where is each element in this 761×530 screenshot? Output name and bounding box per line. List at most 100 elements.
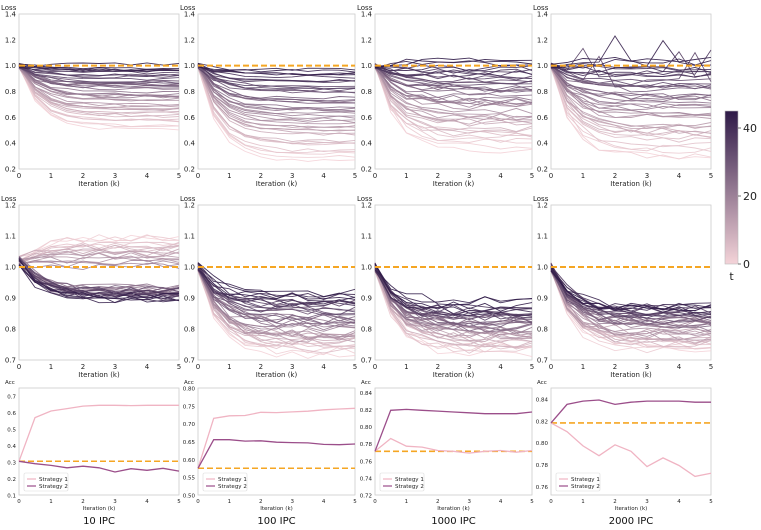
y-tick-label: 1.0 bbox=[184, 62, 195, 70]
loss-line-t40 bbox=[550, 267, 712, 314]
loss-line-t42 bbox=[550, 35, 712, 69]
plot-frame bbox=[197, 204, 356, 361]
y-tick-label: 1.2 bbox=[5, 202, 16, 210]
y-tick-label: 0.76 bbox=[360, 459, 373, 465]
y-tick-label: 1.0 bbox=[184, 264, 195, 272]
x-tick-label: 3 bbox=[113, 499, 117, 505]
column-caption: 10 IPC bbox=[83, 516, 115, 527]
y-tick-label: 0.84 bbox=[360, 391, 373, 397]
loss-line-t9 bbox=[197, 64, 356, 136]
loss-line-t6 bbox=[374, 271, 533, 350]
legend-label: Strategy 1 bbox=[39, 477, 68, 483]
loss-line-t14 bbox=[197, 63, 356, 129]
loss-line-t24 bbox=[374, 263, 533, 332]
x-tick-label: 3 bbox=[645, 363, 649, 371]
x-tick-label: 1 bbox=[405, 499, 409, 505]
loss-line-t36 bbox=[374, 67, 533, 79]
loss-line-t27 bbox=[197, 63, 355, 104]
y-axis-label: Acc bbox=[184, 380, 194, 386]
y-tick-label: 0.9 bbox=[361, 295, 372, 303]
loss-line-t12 bbox=[197, 67, 356, 132]
loss-line-t15 bbox=[374, 269, 533, 339]
loss-line-t29 bbox=[197, 63, 356, 100]
loss-line-t0 bbox=[550, 269, 712, 353]
loss-line-t28 bbox=[197, 65, 356, 102]
loss-line-t29 bbox=[374, 65, 533, 92]
y-tick-label: 0.5 bbox=[7, 428, 16, 434]
x-tick-label: 3 bbox=[113, 363, 117, 371]
x-tick-label: 0 bbox=[17, 172, 21, 180]
column-caption: 100 IPC bbox=[257, 516, 295, 527]
loss-line-t3 bbox=[550, 68, 712, 152]
loss-line-t44 bbox=[18, 265, 180, 299]
x-tick-label: 3 bbox=[467, 499, 471, 505]
y-tick-label: 0.8 bbox=[184, 326, 195, 334]
y-tick-label: 0.70 bbox=[183, 422, 196, 428]
y-tick-label: 0.4 bbox=[184, 140, 196, 148]
loss-line-t43 bbox=[374, 264, 533, 312]
loss-line-t41 bbox=[374, 263, 533, 314]
y-axis-label: Loss bbox=[180, 4, 196, 12]
y-tick-label: 0.75 bbox=[183, 404, 196, 410]
x-tick-label: 0 bbox=[549, 499, 553, 505]
loss-line-t9 bbox=[18, 63, 180, 115]
y-axis-label: Loss bbox=[1, 195, 17, 203]
loss-line-t18 bbox=[18, 67, 180, 97]
x-tick-label: 3 bbox=[467, 363, 471, 371]
loss-line-t26 bbox=[197, 262, 356, 325]
loss-line-t39 bbox=[374, 269, 533, 317]
loss-line-t8 bbox=[18, 65, 180, 117]
y-tick-label: 0.78 bbox=[360, 442, 373, 448]
y-tick-label: 0.9 bbox=[5, 295, 16, 303]
loss-line-t42 bbox=[18, 259, 180, 304]
y-axis-label: Acc bbox=[537, 380, 547, 386]
loss-line-t13 bbox=[374, 64, 533, 122]
y-tick-label: 1.1 bbox=[5, 233, 16, 241]
y-tick-label: 0.6 bbox=[537, 114, 549, 122]
loss-line-t29 bbox=[197, 262, 356, 315]
loss-line-t44 bbox=[374, 57, 533, 69]
acc-series-strategy-1 bbox=[550, 422, 712, 478]
y-tick-label: 0.2 bbox=[5, 166, 16, 174]
y-tick-label: 0.2 bbox=[537, 166, 548, 174]
loss-line-t5 bbox=[550, 63, 712, 143]
x-axis-label: Iteration (k) bbox=[610, 180, 652, 188]
x-tick-label: 1 bbox=[581, 172, 585, 180]
loss-line-t4 bbox=[197, 64, 356, 153]
x-tick-label: 5 bbox=[177, 172, 181, 180]
y-tick-label: 0.2 bbox=[7, 477, 16, 483]
y-tick-label: 0.76 bbox=[536, 485, 549, 491]
acc-series-strategy-2 bbox=[550, 399, 711, 424]
y-tick-label: 1.4 bbox=[184, 11, 196, 19]
y-tick-label: 0.80 bbox=[536, 441, 549, 447]
y-tick-label: 0.50 bbox=[183, 494, 196, 500]
loss-line-t13 bbox=[550, 65, 712, 127]
loss-line-t22 bbox=[18, 66, 180, 97]
y-tick-label: 1.0 bbox=[537, 264, 548, 272]
x-tick-label: 5 bbox=[530, 172, 534, 180]
loss-line-t41 bbox=[550, 266, 712, 311]
legend-label: Strategy 2 bbox=[218, 484, 247, 490]
loss-line-t43 bbox=[374, 58, 533, 67]
x-tick-label: 1 bbox=[227, 172, 231, 180]
acc-series-strategy-1 bbox=[197, 407, 356, 469]
loss-line-t20 bbox=[550, 65, 712, 111]
legend-label: Strategy 1 bbox=[395, 477, 424, 483]
x-axis-label: Iteration (k) bbox=[256, 371, 298, 379]
y-tick-label: 1.2 bbox=[361, 202, 372, 210]
y-tick-label: 0.82 bbox=[536, 419, 548, 425]
y-tick-label: 1.2 bbox=[537, 202, 548, 210]
loss-line-t31 bbox=[550, 65, 712, 87]
loss-line-t14 bbox=[374, 63, 533, 121]
y-axis-label: Loss bbox=[1, 4, 17, 12]
x-tick-label: 2 bbox=[436, 499, 440, 505]
loss-line-t2 bbox=[197, 262, 356, 354]
y-tick-label: 0.1 bbox=[7, 494, 16, 500]
loss-line-t4 bbox=[550, 66, 712, 148]
x-tick-label: 3 bbox=[467, 172, 471, 180]
y-axis-label: Loss bbox=[180, 195, 196, 203]
loss-line-t38 bbox=[197, 63, 356, 83]
colorbar: 0 20 40 t bbox=[724, 110, 757, 283]
x-tick-label: 1 bbox=[404, 363, 408, 371]
x-tick-label: 3 bbox=[645, 172, 649, 180]
